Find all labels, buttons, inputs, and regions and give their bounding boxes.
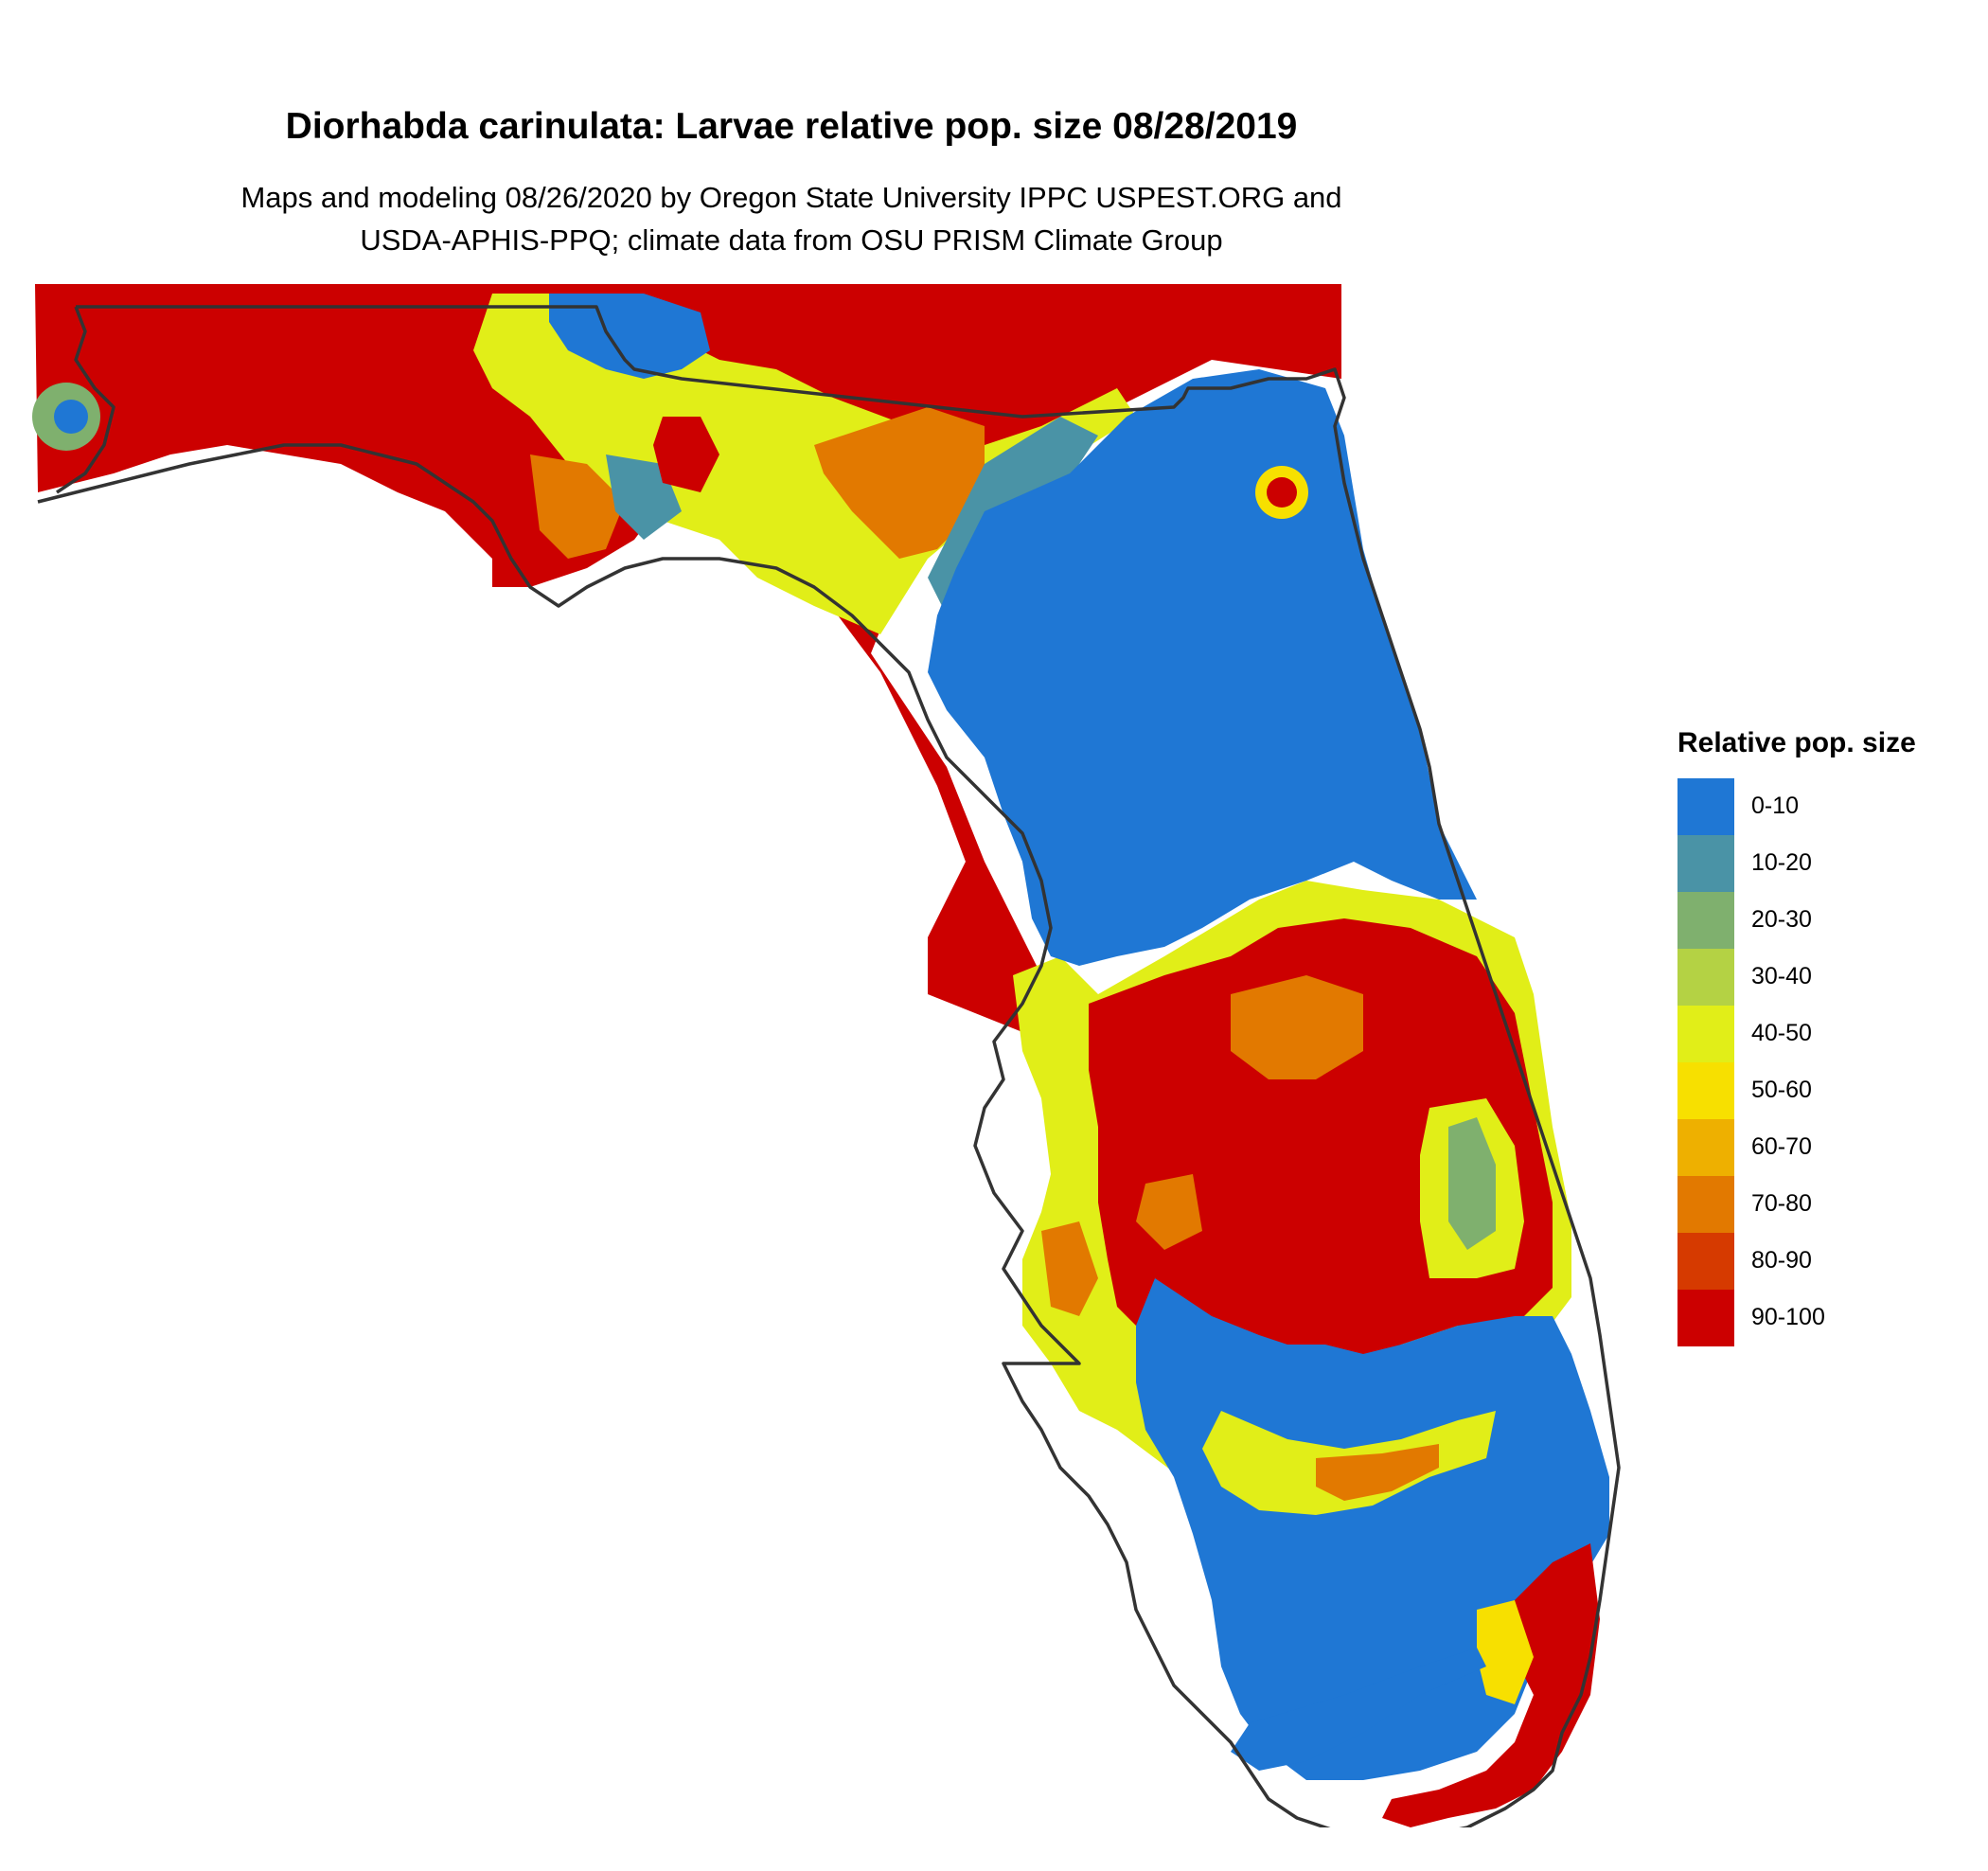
legend-swatch — [1677, 1290, 1734, 1346]
legend-label: 90-100 — [1751, 1304, 1825, 1330]
legend-swatch — [1677, 1176, 1734, 1233]
legend-item: 50-60 — [1676, 1062, 1916, 1119]
legend-label: 0-10 — [1751, 793, 1800, 819]
legend-item: 10-20 — [1676, 835, 1916, 892]
legend-item: 0-10 — [1676, 778, 1916, 835]
legend-item: 70-80 — [1676, 1176, 1916, 1233]
lake-region-overlay-orange — [1316, 1444, 1439, 1501]
legend-title: Relative pop. size — [1677, 727, 1916, 758]
legend-swatch — [1677, 1062, 1734, 1119]
peninsula-hotspot-north-core — [1267, 477, 1297, 508]
west-tip-patch-inner — [54, 400, 88, 434]
florida-outline — [37, 305, 1621, 1827]
legend-item: 80-90 — [1676, 1233, 1916, 1290]
legend: Relative pop. size 0-10 10-20 20-30 30-4… — [1676, 727, 1916, 1346]
legend-label: 50-60 — [1751, 1077, 1812, 1103]
legend-item: 60-70 — [1676, 1119, 1916, 1176]
legend-item: 40-50 — [1676, 1006, 1916, 1062]
legend-items: 0-10 10-20 20-30 30-40 40-50 50-60 60-70 — [1676, 778, 1916, 1346]
peninsula-patch-orange — [1231, 975, 1363, 1079]
legend-swatch — [1677, 949, 1734, 1006]
legend-swatch — [1677, 835, 1734, 892]
legend-label: 30-40 — [1751, 963, 1812, 989]
southeast-coastal-hot-strip — [1382, 1543, 1600, 1827]
legend-item: 30-40 — [1676, 949, 1916, 1006]
panhandle-patch-blue — [549, 294, 710, 379]
florida-keys — [1231, 1648, 1486, 1771]
legend-label: 10-20 — [1751, 849, 1812, 876]
legend-label: 80-90 — [1751, 1247, 1812, 1274]
florida-map — [32, 284, 1621, 1827]
legend-swatch — [1677, 1119, 1734, 1176]
panhandle-patch-yellow — [473, 294, 1136, 634]
legend-label: 60-70 — [1751, 1133, 1812, 1160]
peninsula-east-patch-green — [1448, 1117, 1496, 1250]
legend-swatch — [1677, 778, 1734, 835]
legend-label: 20-30 — [1751, 906, 1812, 933]
subtitle-line-2: USDA-APHIS-PPQ; climate data from OSU PR… — [360, 223, 1223, 257]
southeast-coastal-yellow — [1477, 1600, 1534, 1704]
legend-swatch — [1677, 1006, 1734, 1062]
peninsula-north-cool-zone — [928, 369, 1477, 966]
legend-item: 90-100 — [1676, 1290, 1916, 1346]
legend-label: 70-80 — [1751, 1190, 1812, 1217]
subtitle-line-1: Maps and modeling 08/26/2020 by Oregon S… — [240, 181, 1342, 214]
map-title: Diorhabda carinulata: Larvae relative po… — [285, 106, 1298, 147]
peninsula-hot-core — [1089, 918, 1553, 1411]
peninsula-patch-orange-2 — [1136, 1174, 1202, 1250]
panhandle-patch-orange — [530, 454, 625, 559]
legend-item: 20-30 — [1676, 892, 1916, 949]
map-subtitle: Maps and modeling 08/26/2020 by Oregon S… — [0, 176, 1583, 261]
panhandle-patch-red-hole — [653, 417, 719, 492]
map-color-layer — [32, 284, 1609, 1827]
peninsula-patch-orange-3 — [1041, 1221, 1098, 1316]
legend-label: 40-50 — [1751, 1020, 1812, 1046]
legend-swatch — [1677, 1233, 1734, 1290]
panhandle-patch-orange-2 — [814, 407, 985, 559]
legend-swatch — [1677, 892, 1734, 949]
